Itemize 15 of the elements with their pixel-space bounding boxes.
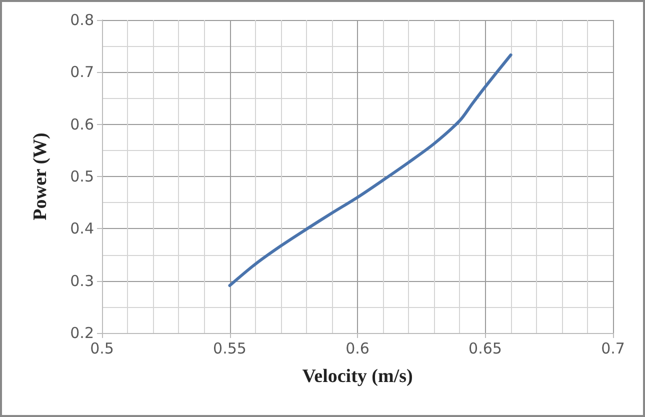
y-tick-label: 0.6 [70, 115, 94, 134]
x-tick-label: 0.5 [90, 340, 114, 358]
x-tick-label: 0.55 [213, 340, 246, 358]
x-tick-label: 0.7 [601, 340, 625, 358]
y-tick-label: 0.2 [70, 324, 94, 342]
line-series [228, 53, 512, 288]
x-tick-label: 0.6 [346, 340, 370, 358]
y-tick-label: 0.8 [70, 11, 94, 29]
y-tick-label: 0.7 [70, 63, 94, 82]
y-tick-label: 0.5 [70, 168, 94, 186]
x-tick-label: 0.65 [468, 340, 502, 358]
x-axis-title: Velocity (m/s) [302, 366, 413, 387]
y-tick-label: 0.3 [70, 272, 94, 290]
y-tick-label: 0.4 [70, 220, 94, 238]
y-axis-title: Power (W) [30, 132, 51, 220]
